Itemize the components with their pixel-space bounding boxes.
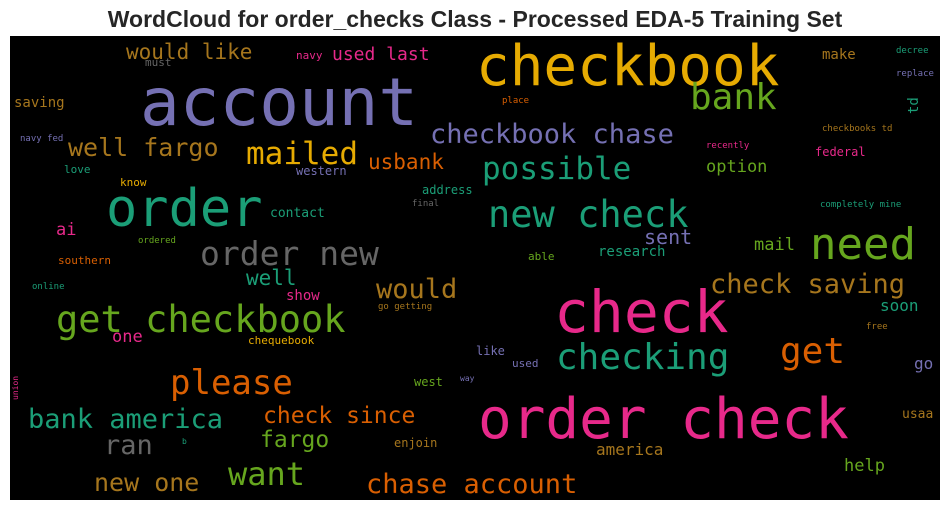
- word-option: option: [706, 157, 767, 177]
- word-check-since: check since: [263, 403, 415, 429]
- word-need: need: [810, 219, 916, 270]
- word-address: address: [422, 183, 473, 197]
- word-account: account: [140, 64, 418, 141]
- word-usbank: usbank: [368, 150, 444, 174]
- word-order-check: order check: [478, 387, 849, 452]
- chart-title: WordCloud for order_checks Class - Proce…: [107, 6, 843, 32]
- word-recently: recently: [706, 141, 750, 151]
- word-southern: southern: [58, 254, 111, 267]
- word-love: love: [64, 163, 91, 176]
- wordcloud-background: [10, 36, 940, 500]
- word-check-saving: check saving: [710, 269, 905, 300]
- word-decree: decree: [896, 46, 929, 56]
- word-usaa: usaa: [902, 407, 933, 422]
- word-soon: soon: [880, 296, 919, 315]
- word-union: union: [11, 376, 20, 400]
- word-checking: checking: [556, 337, 729, 378]
- word-bank: bank: [690, 77, 777, 118]
- word-federal: federal: [815, 145, 866, 159]
- word-used: used: [512, 357, 539, 370]
- word-mailed: mailed: [246, 136, 358, 172]
- word-bank-america: bank america: [28, 404, 223, 435]
- word-show: show: [286, 288, 320, 304]
- word-replace: replace: [896, 69, 934, 79]
- word-well: well: [246, 266, 297, 290]
- word-used-last: used last: [332, 44, 430, 65]
- word-navy: navy: [296, 49, 323, 62]
- word-checkbook-chase: checkbook chase: [430, 119, 674, 150]
- word-place: place: [502, 96, 529, 106]
- word-check: check: [554, 278, 729, 346]
- word-ai: ai: [56, 220, 76, 240]
- word-chase-account: chase account: [366, 469, 577, 500]
- word-final: final: [412, 199, 439, 209]
- word-one: one: [112, 327, 143, 347]
- word-would: would: [376, 274, 457, 305]
- word-get-checkbook: get checkbook: [56, 298, 346, 341]
- word-navy-fed: navy fed: [20, 134, 63, 144]
- word-way: way: [460, 374, 475, 383]
- word-td: td: [906, 97, 922, 114]
- word-like: like: [476, 344, 505, 358]
- word-ran: ran: [104, 430, 153, 461]
- word-make: make: [822, 47, 856, 63]
- word-know: know: [120, 176, 147, 189]
- word-order: order: [106, 179, 263, 239]
- word-checkbooks-td: checkbooks td: [822, 124, 892, 134]
- word-new-check: new check: [488, 193, 688, 236]
- word-would-like: would like: [126, 40, 252, 64]
- word-well-fargo: well fargo: [68, 133, 219, 162]
- word-must: must: [145, 56, 172, 69]
- word-chequebook: chequebook: [248, 334, 315, 347]
- wordcloud-words: account checkbook order check check order nee…: [11, 36, 934, 500]
- word-new-one: new one: [94, 468, 199, 497]
- word-checkbook: checkbook: [476, 36, 779, 99]
- word-contact: contact: [270, 206, 325, 221]
- word-research: research: [598, 244, 665, 260]
- word-get: get: [780, 331, 845, 372]
- word-possible: possible: [482, 151, 631, 187]
- word-ordered: ordered: [138, 236, 176, 246]
- word-b: b: [182, 437, 187, 446]
- word-sent: sent: [644, 225, 692, 249]
- word-go: go: [914, 354, 933, 373]
- wordcloud: account checkbook order check check order nee…: [10, 36, 940, 500]
- word-completely-mine: completely mine: [820, 200, 901, 210]
- word-mail: mail: [754, 235, 795, 255]
- word-able: able: [528, 250, 555, 263]
- word-please: please: [170, 363, 293, 403]
- word-go-getting: go getting: [378, 302, 432, 312]
- word-western: western: [296, 164, 347, 178]
- word-fargo: fargo: [260, 427, 329, 453]
- word-order-new: order new: [200, 234, 379, 273]
- word-help: help: [844, 456, 885, 476]
- word-west: west: [414, 375, 443, 389]
- word-america: america: [596, 440, 663, 459]
- word-want: want: [228, 455, 305, 493]
- word-online: online: [32, 282, 65, 292]
- word-saving: saving: [14, 95, 65, 111]
- word-free: free: [866, 322, 888, 332]
- word-enjoin: enjoin: [394, 436, 437, 450]
